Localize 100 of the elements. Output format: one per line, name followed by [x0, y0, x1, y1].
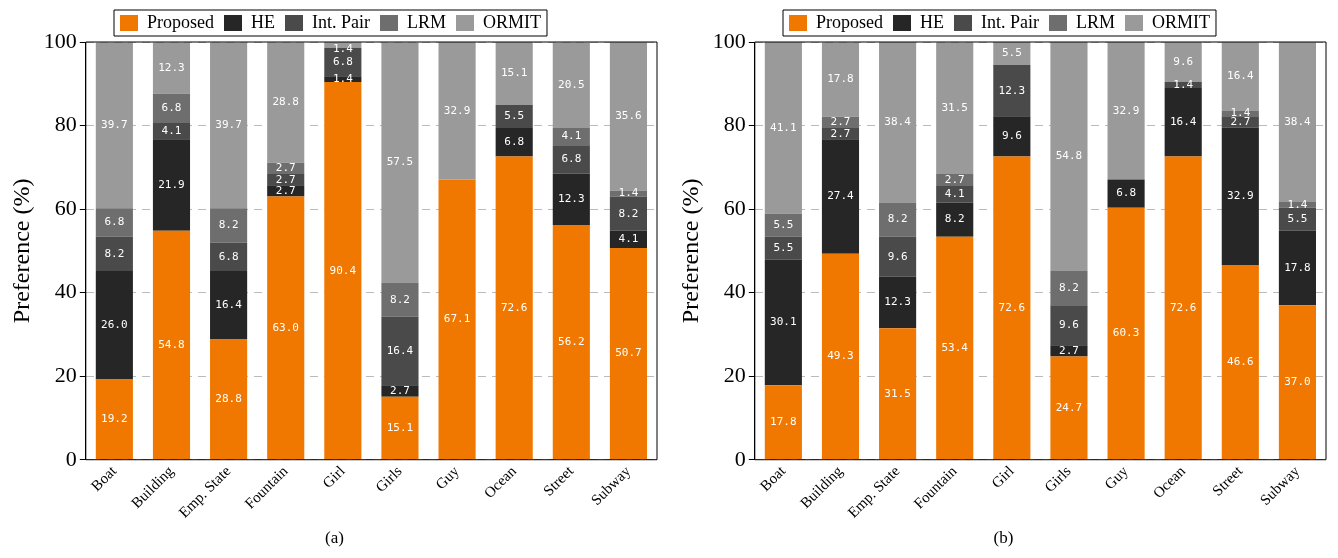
- data-label: 4.1: [944, 186, 965, 200]
- bar: [1221, 127, 1259, 266]
- data-label: 9.6: [887, 249, 908, 263]
- data-label: 39.7: [101, 118, 128, 132]
- bar: [95, 379, 133, 460]
- legend-label: LRM: [406, 11, 446, 32]
- data-label: 17.8: [827, 72, 854, 86]
- bar: [267, 196, 305, 460]
- bar: [1050, 305, 1088, 346]
- bar: [879, 236, 917, 277]
- text: (a): [324, 528, 345, 548]
- bar: [1278, 305, 1316, 460]
- bar: [438, 42, 476, 180]
- data-label: 2.7: [830, 126, 851, 140]
- bar: [152, 230, 191, 460]
- bar: [1107, 207, 1145, 460]
- y-tick-label: 20: [54, 361, 77, 387]
- x-tick-label: Girl: [988, 462, 1017, 492]
- x-tick-label: Emp. State: [175, 462, 234, 521]
- data-label: 1.4: [618, 186, 639, 200]
- data-label: 1.4: [1287, 197, 1308, 211]
- y-tick-label: 40: [723, 278, 746, 304]
- data-label: 38.4: [1284, 114, 1312, 128]
- bar: [324, 82, 362, 460]
- bar: [1050, 270, 1088, 306]
- bar: [821, 253, 860, 460]
- bar: [764, 236, 802, 260]
- bar: [1164, 87, 1202, 157]
- bar: [1221, 116, 1259, 128]
- data-label: 72.6: [998, 300, 1026, 314]
- bar: [879, 202, 917, 237]
- data-label: 46.6: [1227, 355, 1254, 369]
- bar: [95, 270, 133, 380]
- data-label: 60.3: [1112, 326, 1140, 340]
- x-tick-label: Emp. State: [844, 462, 903, 521]
- data-label: 2.7: [944, 172, 965, 186]
- data-label: 53.4: [941, 340, 969, 354]
- data-label: 26.0: [101, 318, 128, 332]
- data-label: 5.5: [1287, 212, 1308, 226]
- data-label: 6.8: [1116, 186, 1137, 200]
- data-label: 21.9: [158, 177, 185, 191]
- bar: [381, 385, 419, 397]
- data-label: 67.1: [443, 312, 471, 326]
- data-label: 16.4: [215, 298, 243, 312]
- data-label: 35.6: [615, 109, 642, 123]
- data-label: 8.2: [390, 292, 410, 306]
- data-label: 27.4: [827, 189, 855, 203]
- legend-label: ORMIT: [483, 11, 541, 32]
- data-label: 12.3: [884, 295, 911, 309]
- bar: [764, 385, 802, 460]
- bar: [95, 208, 133, 237]
- text: (b): [992, 528, 1015, 548]
- bar: [210, 242, 248, 271]
- bar: [210, 42, 248, 209]
- data-label: 8.2: [1059, 280, 1079, 294]
- data-label: 4.1: [161, 123, 182, 137]
- x-tick-label: Guy: [1101, 462, 1132, 493]
- data-label: 72.6: [500, 300, 528, 314]
- data-label: 1.4: [332, 72, 354, 86]
- bar: [552, 128, 590, 146]
- legend-label: ORMIT: [1152, 11, 1210, 32]
- data-label: 12.3: [558, 192, 585, 206]
- x-tick-label: Girls: [372, 462, 405, 496]
- bar: [1278, 42, 1316, 202]
- bar: [381, 396, 419, 460]
- y-tick-label: 0: [734, 445, 746, 471]
- data-label: 16.4: [1169, 115, 1197, 129]
- x-tick-label: Boat: [756, 462, 789, 495]
- data-label: 49.3: [827, 349, 854, 363]
- data-label: 2.7: [275, 161, 296, 175]
- data-label: 2.7: [830, 115, 851, 129]
- legend-label: Proposed: [816, 11, 884, 32]
- data-label: 28.8: [272, 95, 299, 109]
- bar: [438, 179, 476, 460]
- bar: [1164, 156, 1202, 460]
- bar: [609, 196, 647, 231]
- bar: [495, 156, 533, 460]
- bar: [879, 276, 917, 329]
- y-tick-label: 0: [65, 445, 77, 471]
- bar: [764, 213, 802, 237]
- y-axis-title: Preference (%): [7, 178, 34, 324]
- bar: [495, 105, 533, 129]
- data-label: 39.7: [215, 118, 242, 132]
- data-label: 15.1: [500, 66, 528, 80]
- data-label: 2.7: [275, 183, 296, 197]
- bar: [1050, 345, 1088, 357]
- legend-label: Int. Pair: [981, 11, 1039, 32]
- data-label: 19.2: [101, 412, 128, 426]
- bar: [210, 339, 248, 460]
- bar: [936, 202, 974, 237]
- data-label: 6.8: [161, 100, 182, 114]
- bar: [1107, 179, 1145, 208]
- data-label: 8.2: [887, 212, 908, 226]
- data-label: 38.4: [884, 115, 912, 129]
- data-label: 12.3: [158, 60, 185, 74]
- bar: [764, 42, 802, 214]
- data-label: 57.5: [386, 155, 414, 169]
- data-label: 5.5: [773, 218, 794, 232]
- data-label: 1.4: [1173, 77, 1194, 91]
- data-label: 32.9: [443, 103, 471, 117]
